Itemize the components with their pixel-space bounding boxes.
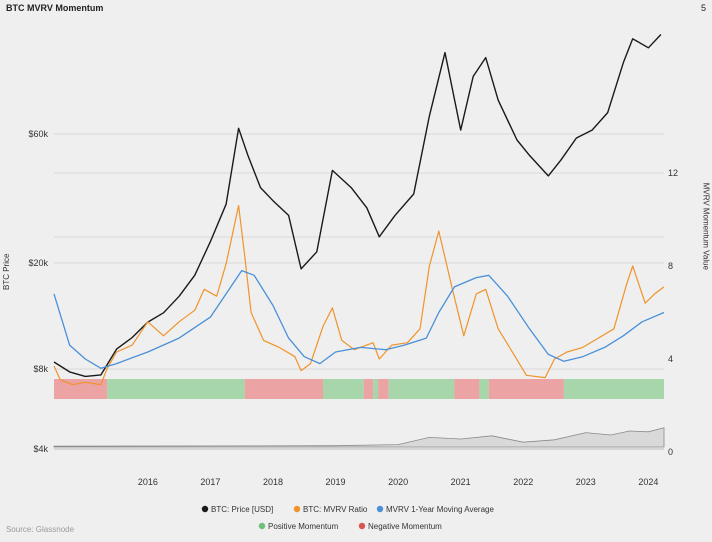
y-left-tick-label: $8k [33, 364, 48, 374]
negative-momentum-segment [54, 379, 108, 399]
x-tick-label: 2017 [200, 477, 220, 487]
y-left-tick-label: $20k [28, 258, 48, 268]
legend-marker [258, 522, 266, 530]
legend-label: Negative Momentum [368, 522, 442, 531]
x-ticks: 2016 2017 2018 2019 2020 2021 2022 2023 2024 [138, 477, 659, 487]
negative-momentum-segment [363, 379, 374, 399]
x-tick-label: 2016 [138, 477, 158, 487]
positive-momentum-segment [563, 379, 664, 399]
legend-marker [376, 505, 384, 513]
x-tick-label: 2023 [576, 477, 596, 487]
mvrv-moving-average-line [53, 269, 665, 369]
chart-title: BTC MVRV Momentum [6, 3, 104, 13]
y-right-tick-label: 0 [668, 447, 673, 457]
x-tick-label: 2022 [513, 477, 533, 487]
legend-marker [201, 505, 209, 513]
legend-marker [358, 522, 366, 530]
legend-label: BTC: MVRV Ratio [303, 505, 368, 514]
x-tick-label: 2021 [451, 477, 471, 487]
corner-value: 5 [700, 3, 706, 13]
series-lines [53, 34, 665, 386]
positive-momentum-segment [388, 379, 455, 399]
sub-panel [53, 427, 665, 450]
y-left-tick-label: $4k [33, 444, 48, 454]
legend-label: Positive Momentum [268, 522, 339, 531]
legend-label: BTC: Price [USD] [211, 505, 273, 514]
source-note: Source: Glassnode [6, 525, 75, 534]
x-tick-label: 2020 [388, 477, 408, 487]
y-right-tick-label: 4 [668, 354, 673, 364]
positive-momentum-segment [373, 379, 379, 399]
positive-momentum-segment [107, 379, 245, 399]
x-tick-label: 2019 [326, 477, 346, 487]
y-right-tick-label: 12 [668, 168, 678, 178]
y-ticks: $4k $8k $20k $60k 0 4 8 12 [28, 129, 678, 457]
y-right-tick-label: 8 [668, 261, 673, 271]
x-tick-label: 2024 [638, 477, 658, 487]
negative-momentum-segment [454, 379, 480, 399]
btc-price-line [53, 34, 662, 378]
legend-label: MVRV 1-Year Moving Average [386, 505, 494, 514]
negative-momentum-segment [244, 379, 323, 399]
mvrv-ratio-line [53, 205, 665, 386]
positive-momentum-segment [479, 379, 489, 399]
negative-momentum-segment [378, 379, 389, 399]
grid-lines [54, 133, 664, 370]
momentum-band [54, 379, 664, 399]
y-left-tick-label: $60k [28, 129, 48, 139]
negative-momentum-segment [488, 379, 564, 399]
legend: BTC: Price [USD] BTC: MVRV Ratio MVRV 1-Ye… [201, 505, 494, 531]
legend-marker [293, 505, 301, 513]
x-tick-label: 2018 [263, 477, 283, 487]
positive-momentum-segment [323, 379, 364, 399]
sub-panel-area [53, 427, 665, 448]
